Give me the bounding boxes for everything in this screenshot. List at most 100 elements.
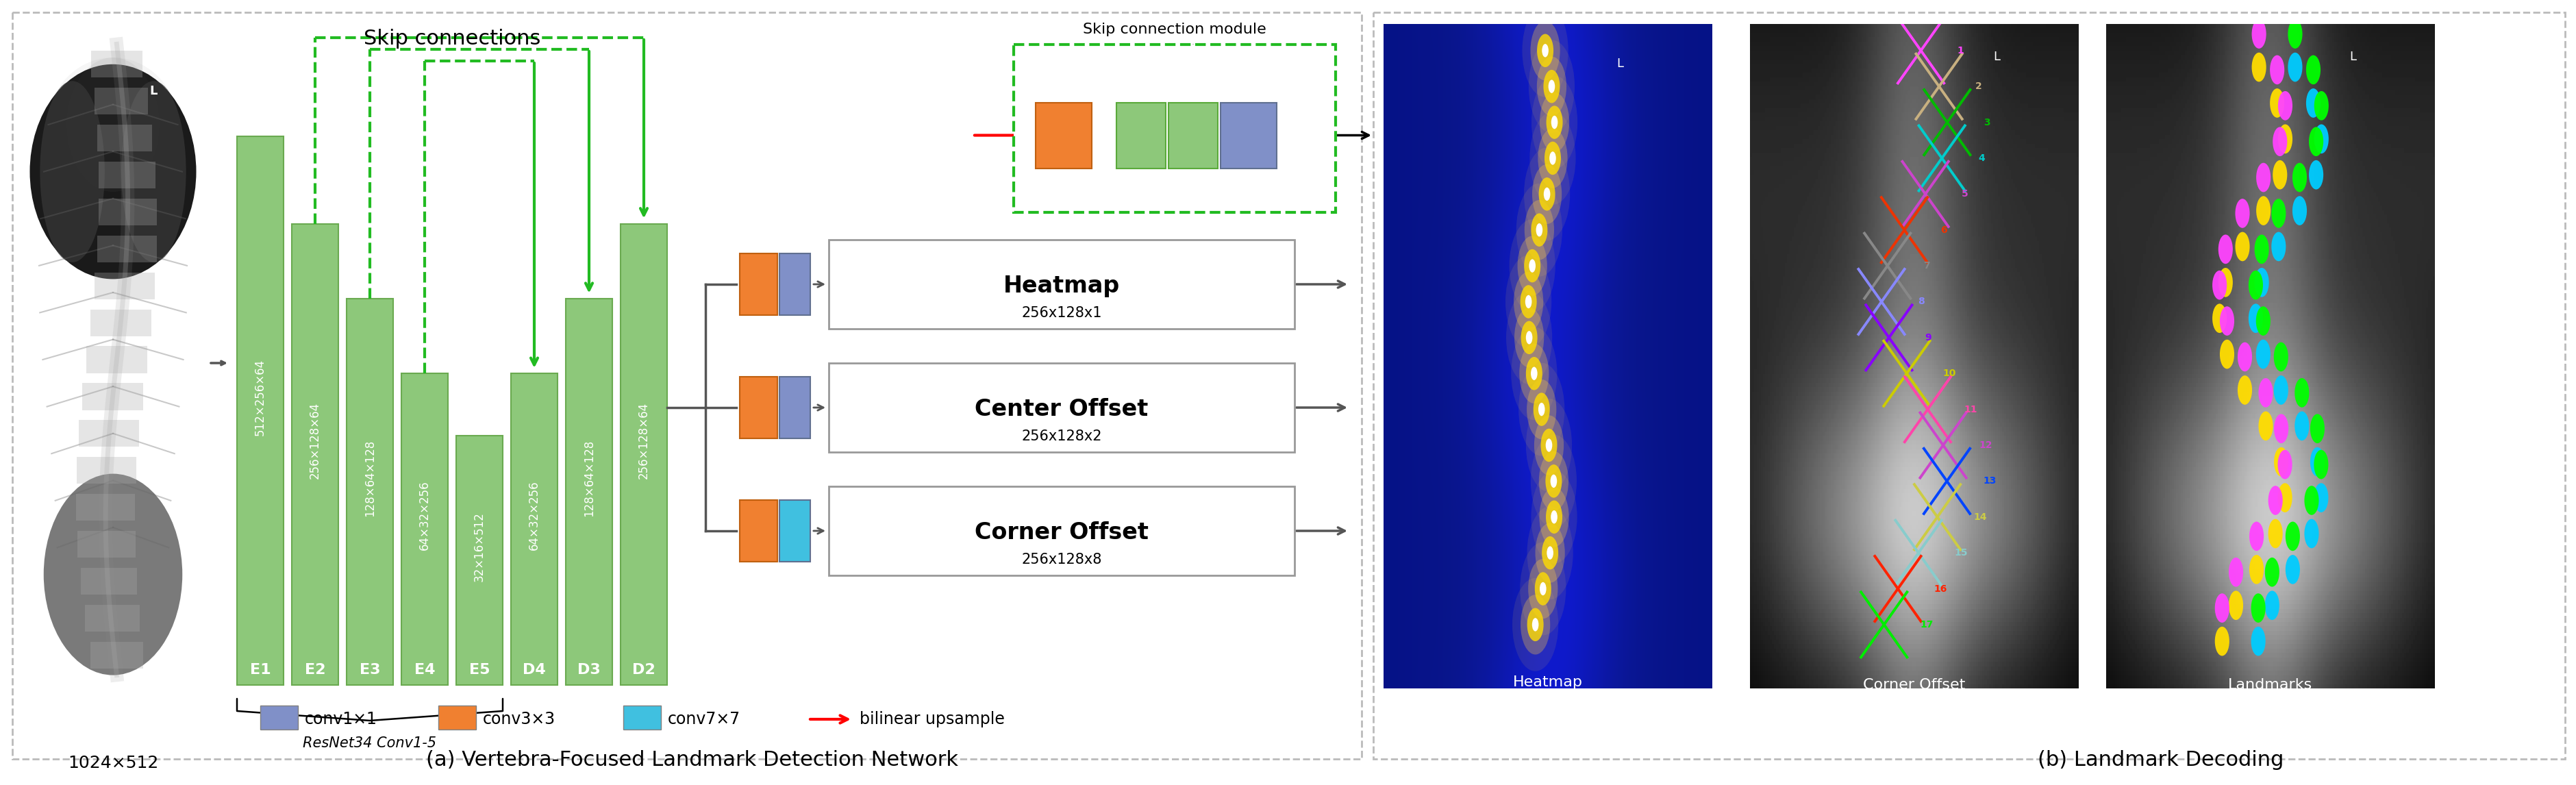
- Bar: [77, 494, 134, 520]
- Text: Skip connection module: Skip connection module: [1082, 23, 1265, 36]
- Circle shape: [1533, 164, 1561, 224]
- Text: 256×128×64: 256×128×64: [309, 402, 322, 479]
- Ellipse shape: [121, 81, 185, 262]
- Text: E2: E2: [304, 663, 325, 677]
- Circle shape: [1507, 291, 1551, 384]
- Circle shape: [1520, 321, 1538, 354]
- Circle shape: [1528, 608, 1543, 641]
- Circle shape: [1525, 295, 1530, 309]
- Bar: [621, 224, 667, 685]
- Text: 256×128×64: 256×128×64: [636, 402, 649, 479]
- Text: E4: E4: [415, 663, 435, 677]
- Circle shape: [2303, 519, 2318, 548]
- Text: L: L: [2349, 51, 2354, 64]
- Circle shape: [2285, 522, 2300, 551]
- Circle shape: [2259, 411, 2272, 440]
- Bar: [567, 298, 613, 685]
- Text: 1024×512: 1024×512: [67, 755, 157, 772]
- Bar: [1036, 102, 1092, 168]
- Bar: [82, 383, 142, 410]
- Circle shape: [1530, 435, 1577, 528]
- Circle shape: [2275, 414, 2287, 444]
- Bar: [90, 309, 152, 336]
- Bar: [85, 346, 147, 373]
- FancyBboxPatch shape: [829, 239, 1293, 329]
- Ellipse shape: [41, 81, 106, 262]
- Circle shape: [1525, 331, 1533, 345]
- Circle shape: [2287, 20, 2303, 49]
- Text: 32×16×512: 32×16×512: [474, 512, 484, 582]
- Text: Center Offset: Center Offset: [974, 398, 1149, 421]
- Circle shape: [2236, 375, 2251, 405]
- Circle shape: [1546, 500, 1561, 534]
- Ellipse shape: [31, 64, 196, 279]
- Circle shape: [2264, 591, 2280, 620]
- Bar: [510, 374, 556, 685]
- Circle shape: [2213, 271, 2226, 300]
- Circle shape: [1517, 363, 1564, 456]
- Circle shape: [1517, 236, 1546, 296]
- Circle shape: [1538, 451, 1569, 511]
- Circle shape: [1512, 578, 1558, 671]
- Circle shape: [2228, 557, 2244, 586]
- Circle shape: [2306, 55, 2321, 85]
- Circle shape: [1533, 415, 1564, 475]
- Bar: [98, 236, 157, 262]
- Circle shape: [2236, 342, 2251, 371]
- Circle shape: [1510, 327, 1556, 420]
- Circle shape: [1512, 272, 1543, 331]
- Circle shape: [1535, 572, 1551, 605]
- Circle shape: [1528, 259, 1535, 272]
- Circle shape: [1551, 474, 1556, 487]
- Text: 5: 5: [1960, 189, 1968, 199]
- Text: L: L: [1615, 57, 1623, 70]
- Text: Landmarks: Landmarks: [2228, 678, 2313, 692]
- Circle shape: [1510, 219, 1556, 312]
- Circle shape: [2267, 519, 2282, 548]
- Circle shape: [2251, 20, 2267, 49]
- Text: 17: 17: [1919, 620, 1932, 630]
- Circle shape: [1530, 20, 1558, 80]
- Bar: [1115, 102, 1164, 168]
- Circle shape: [2313, 124, 2329, 154]
- Ellipse shape: [44, 473, 183, 675]
- Text: 7: 7: [1924, 261, 1929, 271]
- Text: E1: E1: [250, 663, 270, 677]
- Bar: [291, 224, 337, 685]
- Bar: [402, 374, 448, 685]
- Circle shape: [2249, 522, 2264, 551]
- Text: 2: 2: [1976, 82, 1981, 91]
- Circle shape: [2257, 162, 2269, 192]
- Text: 128×64×128: 128×64×128: [582, 440, 595, 517]
- Circle shape: [2308, 127, 2324, 156]
- Text: 8: 8: [1917, 297, 1924, 306]
- Circle shape: [2251, 53, 2267, 82]
- Text: D4: D4: [523, 663, 546, 677]
- Circle shape: [1546, 546, 1553, 560]
- Circle shape: [1535, 57, 1566, 116]
- Circle shape: [1546, 465, 1561, 498]
- Circle shape: [1538, 177, 1556, 210]
- Text: 3: 3: [1984, 118, 1989, 127]
- Circle shape: [1535, 523, 1564, 582]
- Circle shape: [2272, 375, 2287, 405]
- Text: (a) Vertebra-Focused Landmark Detection Network: (a) Vertebra-Focused Landmark Detection …: [425, 750, 958, 770]
- Circle shape: [2311, 447, 2324, 476]
- Bar: [778, 377, 809, 438]
- Circle shape: [2287, 53, 2303, 82]
- Text: 12: 12: [1978, 440, 1991, 450]
- Circle shape: [1515, 184, 1561, 276]
- Circle shape: [1522, 249, 1540, 283]
- Circle shape: [1538, 128, 1566, 188]
- Circle shape: [2254, 268, 2269, 297]
- Bar: [95, 88, 147, 115]
- Circle shape: [1546, 106, 1561, 139]
- Text: Heatmap: Heatmap: [1512, 675, 1582, 688]
- Circle shape: [2293, 162, 2306, 192]
- Text: E3: E3: [358, 663, 381, 677]
- Circle shape: [2295, 411, 2308, 440]
- Text: 64×32×256: 64×32×256: [528, 480, 541, 550]
- Circle shape: [1520, 285, 1535, 319]
- Text: L: L: [149, 85, 157, 97]
- Bar: [778, 500, 809, 562]
